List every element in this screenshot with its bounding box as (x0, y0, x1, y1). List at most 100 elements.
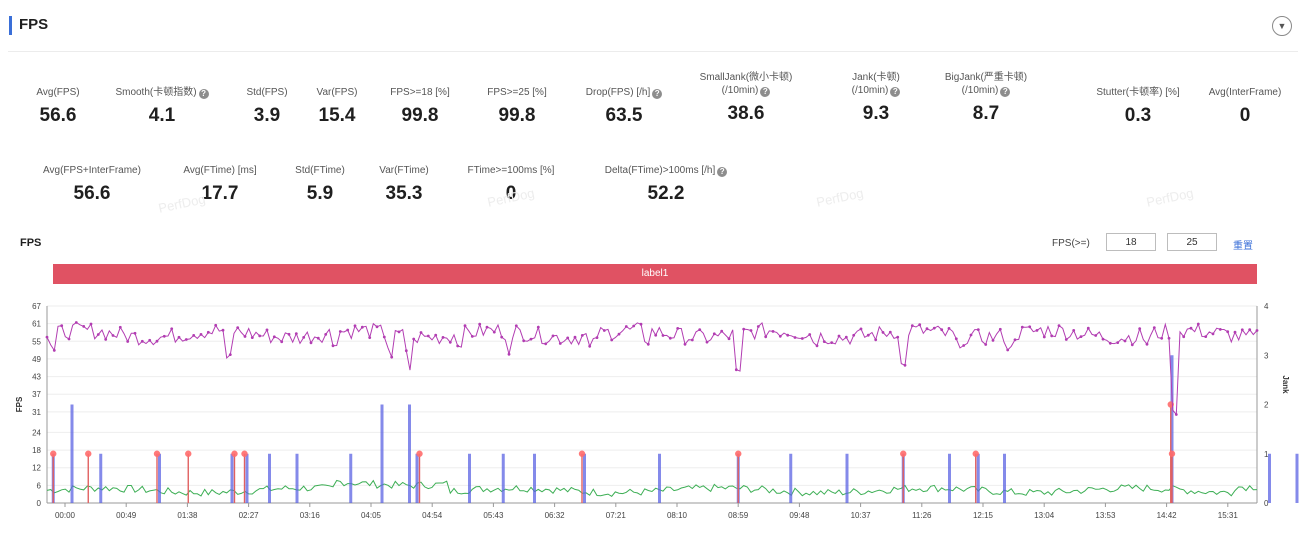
help-icon[interactable]: ? (760, 87, 771, 97)
metric-value: 0 (1239, 105, 1251, 126)
metric-label: Std(FTime) (295, 165, 345, 176)
metric-metrics_row1-1: Smooth(卡顿指数)? 4.1 (82, 86, 242, 127)
y-right-tick-label: 4 (1264, 302, 1269, 311)
collapse-chevron-icon[interactable]: ▼ (1272, 16, 1292, 36)
metric-metrics_row1-11: Avg(InterFrame) 0 (1165, 86, 1308, 127)
fps-point (536, 325, 540, 329)
help-icon[interactable]: ? (1000, 87, 1011, 97)
metric-label: Var(FTime) (379, 165, 429, 176)
fps-point (338, 330, 342, 333)
fps-point (316, 336, 320, 340)
fps-point (1020, 325, 1024, 329)
fps-point (932, 326, 936, 330)
fps-point (1079, 335, 1083, 338)
fps-series-line (46, 321, 1258, 416)
x-tick-label: 11:26 (912, 511, 932, 520)
fps-point (705, 340, 709, 344)
fps-point (712, 332, 716, 336)
fps-point (1218, 328, 1222, 331)
fps-point (1116, 341, 1120, 344)
fps-point (1064, 338, 1068, 341)
label-band[interactable]: label1 (53, 264, 1257, 284)
metric-label: Smooth(卡顿指数)? (82, 86, 242, 99)
fps-point (1248, 328, 1252, 332)
jank-bar (99, 453, 103, 503)
fps-point (698, 328, 702, 331)
y-left-tick-label: 55 (32, 337, 41, 346)
fps-point (126, 340, 130, 343)
bigjank-marker (185, 450, 192, 457)
x-tick-label: 10:37 (851, 511, 872, 520)
fps-point (89, 322, 93, 326)
fps-threshold-input-2[interactable] (1167, 233, 1217, 251)
fps-point (45, 335, 49, 339)
metric-metrics_row1-0: Avg(FPS) 56.6 (0, 86, 138, 127)
fps-point (404, 349, 408, 353)
fps-point (456, 344, 460, 348)
fps-point (441, 336, 445, 339)
metric-metrics_row1-5: FPS>=25 [%] 99.8 (437, 86, 597, 127)
fps-point (1101, 337, 1105, 341)
metric-label: Avg(InterFrame) (1208, 87, 1282, 98)
fps-point (910, 324, 914, 328)
fps-point (808, 333, 812, 336)
fps-point (1072, 329, 1076, 332)
fps-point (448, 340, 452, 344)
metric-label: FPS>=18 [%] (390, 87, 450, 98)
fps-point (668, 336, 672, 340)
jank-bar (1003, 453, 1006, 503)
x-tick-label: 01:38 (177, 511, 198, 520)
bigjank-marker (972, 450, 979, 457)
fps-point (206, 330, 210, 334)
fps-point (573, 335, 577, 339)
help-icon[interactable]: ? (717, 167, 728, 177)
fps-point (551, 334, 555, 338)
fps-point (463, 324, 467, 328)
metric-label: FPS>=25 [%] (487, 87, 547, 98)
fps-point (1086, 326, 1090, 330)
fps-point (492, 330, 496, 334)
metric-label: Var(FPS) (316, 87, 358, 98)
metric-value: 38.6 (727, 103, 765, 124)
jank-bar (948, 453, 951, 503)
x-tick-label: 07:21 (606, 511, 627, 520)
jank-bar (658, 453, 661, 503)
jank-bar (468, 453, 471, 503)
fps-point (426, 334, 430, 338)
jank-bar (295, 453, 299, 503)
fps-point (434, 333, 438, 337)
bigjank-marker (50, 450, 57, 457)
x-tick-label: 03:16 (300, 511, 321, 520)
fps-threshold-input-1[interactable] (1106, 233, 1156, 251)
fps-point (896, 335, 900, 339)
fps-point (764, 335, 768, 339)
fps-point (866, 333, 870, 337)
fps-point (162, 334, 166, 338)
y-right-tick-label: 3 (1264, 351, 1269, 360)
fps-point (903, 363, 907, 367)
help-icon[interactable]: ? (652, 89, 663, 99)
y-left-tick-label: 18 (32, 446, 41, 455)
help-icon[interactable]: ? (890, 87, 901, 97)
metric-value: 5.9 (306, 183, 334, 204)
metric-value: 56.6 (39, 105, 77, 126)
metric-label: Delta(FTime)>100ms [/h]? (586, 164, 746, 177)
jank-bar (501, 453, 505, 503)
fps-point (1160, 336, 1164, 340)
reset-link[interactable]: 重置 (1233, 241, 1253, 252)
jank-bar (789, 453, 793, 503)
metric-value: 8.7 (972, 103, 1000, 124)
fps-point (302, 336, 306, 339)
x-tick-label: 09:48 (789, 511, 810, 520)
jank-bar (70, 404, 74, 503)
watermark: PerfDog (1144, 185, 1195, 210)
help-icon[interactable]: ? (198, 89, 209, 99)
fps-point (617, 332, 621, 336)
jank-bar (380, 404, 384, 503)
fps-point (646, 342, 650, 346)
fps-point (470, 335, 474, 338)
fps-point (976, 328, 980, 331)
x-tick-label: 13:53 (1095, 511, 1116, 520)
y-left-tick-label: 24 (32, 428, 41, 437)
